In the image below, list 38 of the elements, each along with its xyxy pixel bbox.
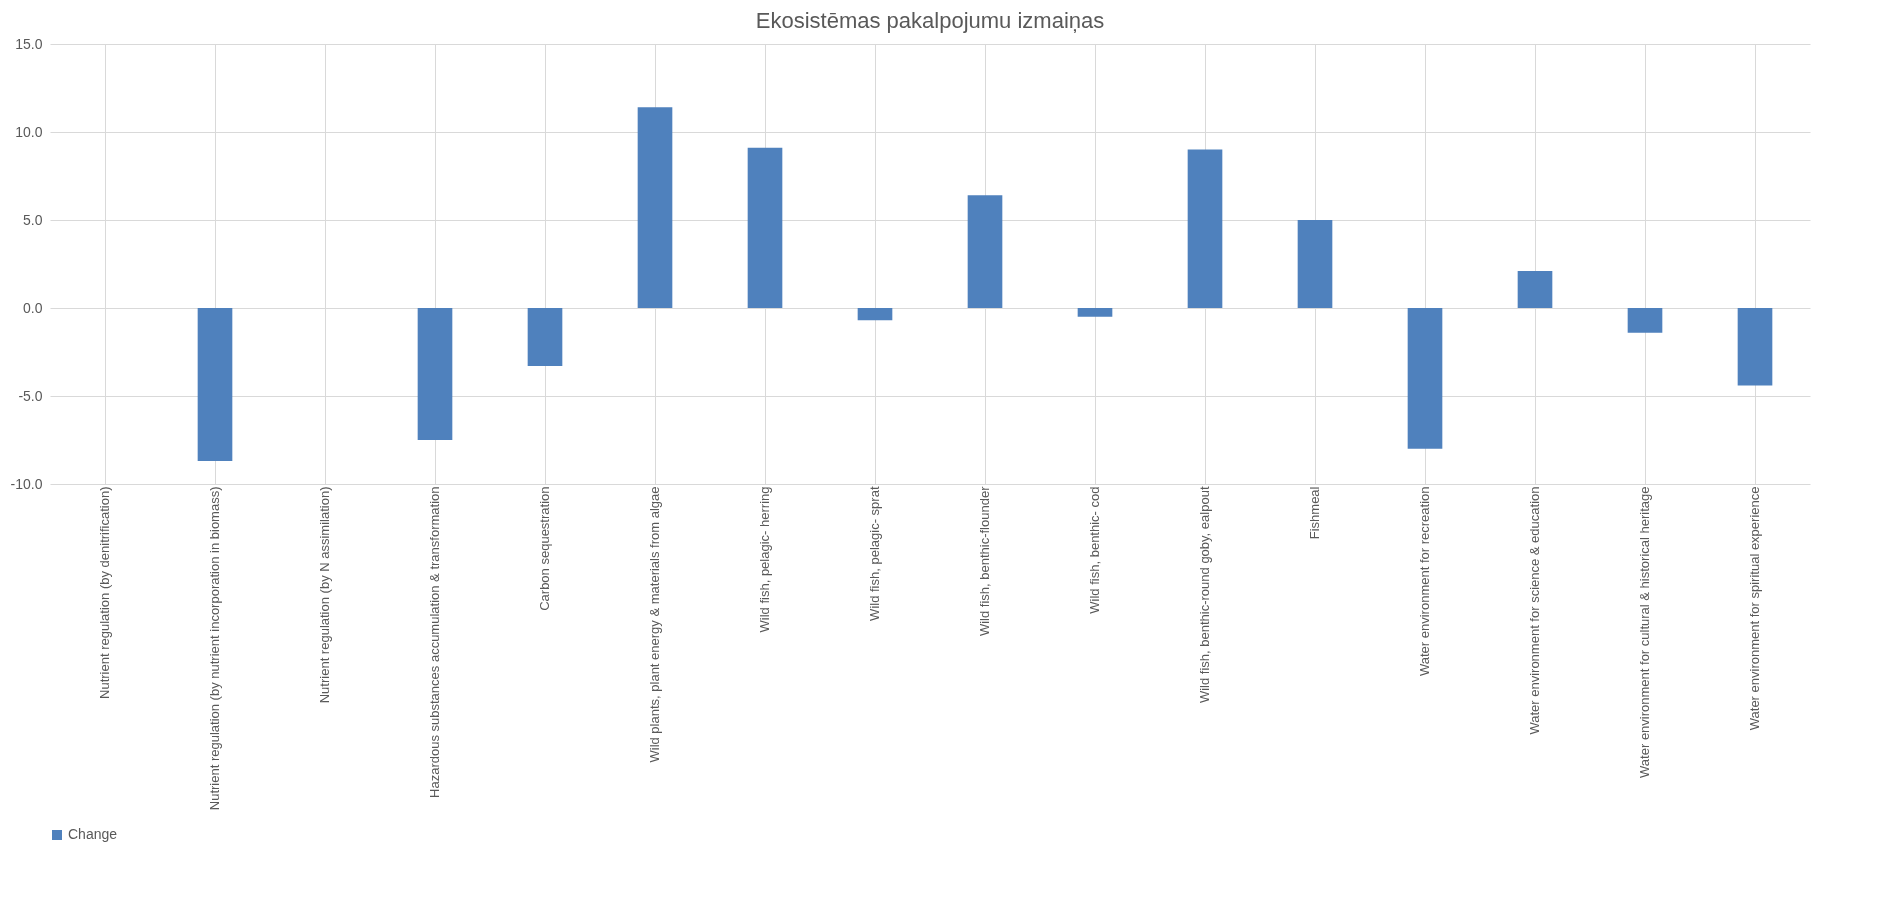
y-tick-label: 15.0 (15, 35, 43, 52)
x-tick-label: Wild fish, benthic-round goby, ealpout (1197, 486, 1212, 704)
bar (1187, 149, 1223, 308)
y-tick-label: 5.0 (23, 211, 43, 228)
y-tick-label: 0.0 (23, 299, 43, 316)
x-tick-label: Wild fish, pelagic- sprat (867, 486, 882, 621)
x-tick-label: Nutrient regulation (by nutrient incorporation in biomass) (207, 486, 222, 811)
bar (1517, 271, 1553, 308)
x-tick-label: Nutrient regulation (by N assimilation) (317, 486, 332, 704)
x-tick-label: Wild fish, benthic-flounder (977, 485, 992, 637)
x-tick-label: Water environment for science & education (1527, 486, 1542, 735)
legend-label: Change (68, 826, 118, 842)
bar (637, 107, 673, 308)
bar (1407, 308, 1443, 449)
x-tick-label: Carbon sequestration (537, 486, 552, 611)
x-tick-label: Wild fish, benthic- cod (1087, 486, 1102, 614)
x-tick-label: Wild fish, pelagic- herring (757, 486, 772, 633)
bar (1737, 308, 1773, 386)
bar (197, 308, 233, 462)
x-tick-label: Water environment for spiritual experience (1747, 486, 1762, 731)
x-tick-label: Hazardous substances accumulation & transformation (427, 486, 442, 798)
y-tick-label: -5.0 (18, 387, 43, 404)
bar (1627, 308, 1663, 333)
bar (417, 308, 453, 440)
bar (857, 308, 893, 321)
x-tick-label: Water environment for cultural & historical heritage (1637, 486, 1652, 778)
bar (1077, 308, 1113, 317)
chart-title: Ekosistēmas pakalpojumu izmaiņas (755, 8, 1105, 33)
x-tick-label: Nutrient regulation (by denitrification) (97, 486, 112, 699)
bar (527, 308, 563, 367)
y-tick-label: 10.0 (15, 123, 43, 140)
y-tick-label: -10.0 (10, 475, 43, 492)
bar (967, 195, 1003, 308)
bar (747, 147, 783, 308)
x-tick-label: Wild plants, plant energy & materials from algae (647, 486, 662, 763)
x-tick-label: Water environment for recreation (1417, 486, 1432, 677)
bar (1297, 220, 1333, 308)
x-tick-label: Fishmeal (1307, 486, 1322, 540)
